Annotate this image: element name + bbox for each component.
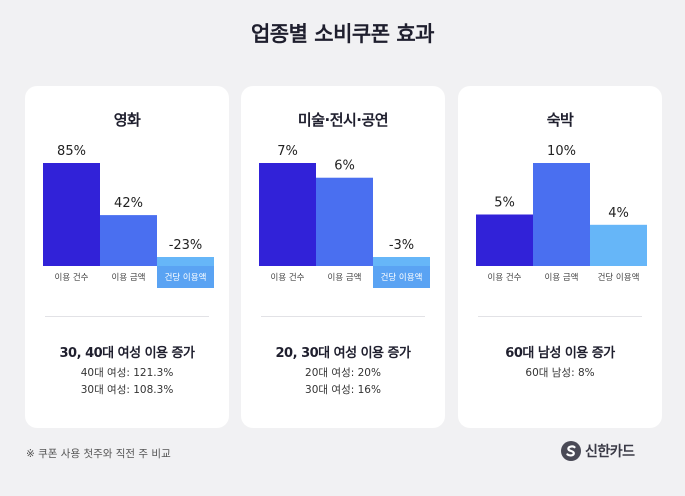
card-title: 영화 xyxy=(113,111,141,129)
page-title: 업종별 소비쿠폰 효과 xyxy=(250,22,435,46)
card-detail: 20대 여성: 20% xyxy=(305,367,381,379)
bar xyxy=(316,177,373,266)
data-label: 85% xyxy=(57,144,86,159)
category-label: 건당 이용액 xyxy=(598,272,640,283)
category-label: 건당 이용액 xyxy=(381,272,423,283)
divider xyxy=(261,316,425,317)
data-label: 10% xyxy=(547,144,576,159)
category-label: 이용 건수 xyxy=(488,272,522,283)
category-label: 이용 금액 xyxy=(545,272,579,283)
card-art: 미술·전시·공연 7% 이용 건수 6% 이용 금액 -3% 건당 이용액 20, 30대… xyxy=(241,86,445,428)
category-label: 이용 금액 xyxy=(328,272,362,283)
data-label: 6% xyxy=(334,159,355,174)
data-label: 42% xyxy=(114,196,143,211)
brand-name: 신한카드 xyxy=(585,444,635,460)
data-label: -3% xyxy=(389,238,414,253)
card-title: 숙박 xyxy=(546,111,574,129)
card-movie: 영화 85% 이용 건수 42% 이용 금액 -23% 건당 이용액 30, 40대 여성… xyxy=(25,86,229,428)
divider xyxy=(45,316,209,317)
bar xyxy=(476,214,533,266)
data-label: 4% xyxy=(608,206,629,221)
category-label: 이용 건수 xyxy=(55,272,89,283)
divider xyxy=(478,316,642,317)
card-detail: 30대 여성: 16% xyxy=(305,384,381,396)
footnote: ※ 쿠폰 사용 첫주와 직전 주 비교 xyxy=(26,448,171,460)
bar-chart-lodging: 5% 이용 건수 10% 이용 금액 4% 건당 이용액 xyxy=(476,144,647,283)
bar xyxy=(43,163,100,266)
bar xyxy=(157,257,214,266)
card-title: 미술·전시·공연 xyxy=(297,111,389,129)
card-summary: 60대 남성 이용 증가 xyxy=(505,346,615,361)
category-label-bg xyxy=(373,266,430,288)
card-summary: 20, 30대 여성 이용 증가 xyxy=(275,346,411,361)
data-label: 5% xyxy=(494,196,515,211)
data-label: 7% xyxy=(277,144,298,159)
category-label: 이용 금액 xyxy=(112,272,146,283)
category-label: 이용 건수 xyxy=(271,272,305,283)
bar xyxy=(259,163,316,266)
bar xyxy=(373,257,430,266)
bar xyxy=(100,215,157,266)
card-detail: 40대 여성: 121.3% xyxy=(80,367,174,379)
bar xyxy=(590,224,647,266)
brand: 신한카드 xyxy=(561,441,635,461)
bar-chart-movie: 85% 이용 건수 42% 이용 금액 -23% 건당 이용액 xyxy=(43,144,214,288)
card-detail: 30대 여성: 108.3% xyxy=(80,384,174,396)
shinhan-card-logo-icon xyxy=(561,441,581,461)
category-label: 건당 이용액 xyxy=(165,272,207,283)
category-label-bg xyxy=(157,266,214,288)
card-lodging: 숙박 5% 이용 건수 10% 이용 금액 4% 건당 이용액 60대 남성 이용 증가 … xyxy=(458,86,662,428)
card-detail: 60대 남성: 8% xyxy=(525,367,595,379)
card-summary: 30, 40대 여성 이용 증가 xyxy=(59,346,195,361)
bar xyxy=(533,163,590,266)
data-label: -23% xyxy=(169,238,203,253)
bar-chart-art: 7% 이용 건수 6% 이용 금액 -3% 건당 이용액 xyxy=(259,144,430,288)
